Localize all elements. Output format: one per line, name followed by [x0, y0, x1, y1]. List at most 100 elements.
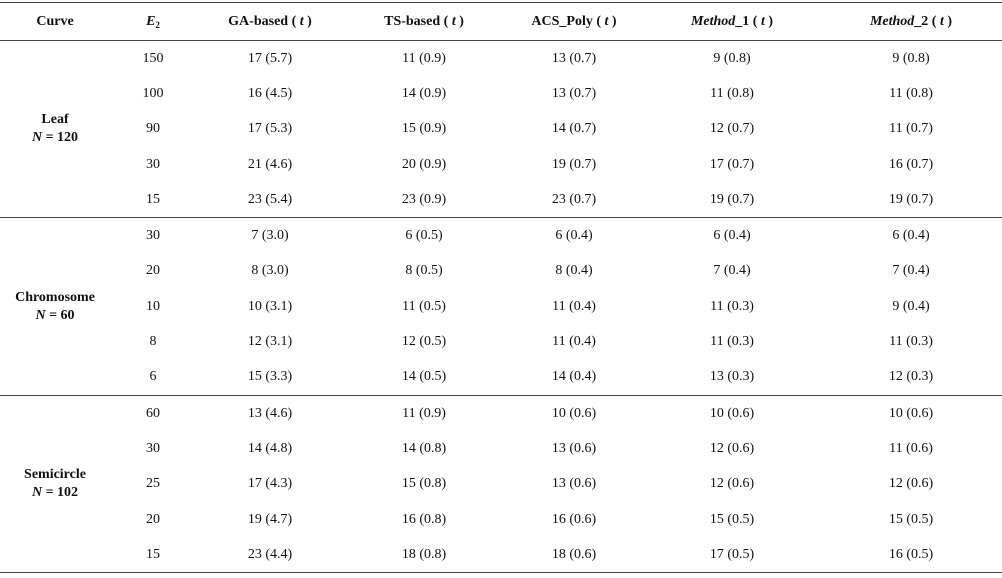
result-cell: 17 (5.7)	[247, 50, 293, 66]
result-cell: 19 (4.7)	[247, 511, 293, 527]
table-row: 20 19 (4.7) 16 (0.8) 16 (0.6) 15 (0.5) 15 (0.…	[0, 502, 1002, 537]
result-cell: 11 (0.9)	[402, 50, 446, 66]
result-cell: 6 (0.5)	[405, 228, 443, 244]
result-cell: 9 (0.4)	[892, 298, 930, 314]
e2-subscript: 2	[155, 19, 160, 30]
result-cell: 11 (0.4)	[552, 298, 596, 314]
e2-value: 20	[146, 263, 160, 279]
e2-value: 15	[110, 537, 196, 574]
e2-value: 30	[146, 440, 160, 456]
result-cell: 11 (0.5)	[402, 298, 446, 314]
result-cell: 17 (0.7)	[709, 156, 755, 172]
result-cell: 11 (0.7)	[889, 121, 933, 137]
result-cell: 16 (0.5)	[820, 537, 1002, 574]
result-cell: 19 (0.7)	[644, 182, 820, 219]
header-e2: E2	[110, 2, 196, 41]
header-method-1: Method_1 ( t )	[644, 2, 820, 41]
table-row: Chromosome N = 60 30 7 (3.0) 6 (0.5) 6 (0.4) 6…	[0, 217, 1002, 396]
result-cell: 13 (0.7)	[551, 85, 597, 101]
table-row: 90 17 (5.3) 15 (0.9) 14 (0.7) 12 (0.7) 11 (0.…	[0, 112, 1002, 147]
result-cell: 9 (0.8)	[892, 50, 930, 66]
curve-sample-size: N = 120	[31, 130, 79, 146]
header-row: Curve E2 GA-based ( t ) TS-based ( t ) A…	[0, 2, 1002, 41]
result-cell: 19 (0.7)	[820, 182, 1002, 219]
header-ts-based: TS-based ( t )	[344, 2, 504, 41]
result-cell: 7 (0.4)	[892, 263, 930, 279]
result-cell: 10 (0.6)	[551, 405, 597, 421]
table-body: Leaf N = 120 150 17 (5.7) 11 (0.9) 13 (0.7) 9 …	[0, 40, 1002, 574]
result-cell: 8 (3.0)	[251, 263, 289, 279]
result-cell: 12 (0.7)	[709, 121, 755, 137]
e2-value: 8	[149, 334, 157, 350]
curve-name: Chromosome	[15, 289, 95, 305]
header-acs-poly: ACS_Poly ( t )	[504, 2, 644, 41]
result-cell: 13 (0.7)	[551, 50, 597, 66]
table-row: 20 8 (3.0) 8 (0.5) 8 (0.4) 7 (0.4) 7 (0.4)	[0, 254, 1002, 289]
table-row: 8 12 (3.1) 12 (0.5) 11 (0.4) 11 (0.3) 11 (0.3…	[0, 324, 1002, 359]
header-ga-based: GA-based ( t )	[196, 2, 344, 41]
result-cell: 13 (0.3)	[644, 359, 820, 396]
result-cell: 14 (0.8)	[401, 440, 447, 456]
result-cell: 10 (0.6)	[888, 405, 934, 421]
result-cell: 16 (0.7)	[888, 156, 934, 172]
e2-value: 20	[146, 511, 160, 527]
result-cell: 14 (4.8)	[247, 440, 293, 456]
header-method-2: Method_2 ( t )	[820, 2, 1002, 41]
result-cell: 6 (0.4)	[713, 228, 751, 244]
result-cell: 23 (5.4)	[196, 182, 344, 219]
curve-name: Leaf	[41, 112, 69, 128]
table-row: 30 21 (4.6) 20 (0.9) 19 (0.7) 17 (0.7) 16 (0.…	[0, 147, 1002, 182]
result-cell: 16 (0.6)	[551, 511, 597, 527]
result-cell: 23 (0.7)	[504, 182, 644, 219]
result-cell: 11 (0.8)	[889, 85, 933, 101]
result-cell: 10 (0.6)	[709, 405, 755, 421]
result-cell: 7 (0.4)	[713, 263, 751, 279]
result-cell: 16 (4.5)	[247, 85, 293, 101]
result-cell: 14 (0.5)	[344, 359, 504, 396]
table-row: 10 10 (3.1) 11 (0.5) 11 (0.4) 11 (0.3) 9 (0.4…	[0, 289, 1002, 324]
table-row: Leaf N = 120 150 17 (5.7) 11 (0.9) 13 (0.7) 9 …	[0, 40, 1002, 219]
e2-value: 30	[146, 156, 160, 172]
result-cell: 12 (0.3)	[820, 359, 1002, 396]
result-cell: 13 (0.6)	[551, 476, 597, 492]
curve-group-label: Semicircle N = 102	[0, 395, 110, 574]
result-cell: 12 (0.6)	[709, 440, 755, 456]
result-cell: 12 (0.5)	[401, 334, 447, 350]
e2-value: 150	[142, 50, 164, 66]
result-cell: 6 (0.4)	[892, 228, 930, 244]
header-curve: Curve	[0, 2, 110, 41]
result-cell: 18 (0.8)	[344, 537, 504, 574]
e2-value: 15	[110, 182, 196, 219]
result-cell: 11 (0.6)	[889, 440, 933, 456]
result-cell: 20 (0.9)	[401, 156, 447, 172]
result-cell: 16 (0.8)	[401, 511, 447, 527]
result-cell: 8 (0.5)	[405, 263, 443, 279]
result-cell: 14 (0.4)	[504, 359, 644, 396]
result-cell: 14 (0.9)	[401, 85, 447, 101]
table-row: 100 16 (4.5) 14 (0.9) 13 (0.7) 11 (0.8) 11 (0…	[0, 76, 1002, 111]
result-cell: 23 (4.4)	[196, 537, 344, 574]
curve-name: Semicircle	[24, 467, 86, 483]
result-cell: 11 (0.3)	[710, 298, 754, 314]
result-cell: 7 (3.0)	[251, 228, 289, 244]
result-cell: 11 (0.3)	[889, 334, 933, 350]
e2-value: 90	[146, 121, 160, 137]
table-row: Semicircle N = 102 60 13 (4.6) 11 (0.9) 10 (0…	[0, 395, 1002, 574]
result-cell: 11 (0.4)	[552, 334, 596, 350]
result-cell: 10 (3.1)	[247, 298, 293, 314]
curve-sample-size: N = 60	[35, 307, 75, 323]
result-cell: 6 (0.4)	[555, 228, 593, 244]
table-row: 15 23 (5.4) 23 (0.9) 23 (0.7) 19 (0.7) 19 (0.…	[0, 182, 1002, 219]
e2-value: 60	[146, 405, 160, 421]
result-cell: 15 (3.3)	[196, 359, 344, 396]
result-cell: 14 (0.7)	[551, 121, 597, 137]
result-cell: 9 (0.8)	[713, 50, 751, 66]
result-cell: 12 (0.6)	[709, 476, 755, 492]
result-cell: 11 (0.3)	[710, 334, 754, 350]
e2-value: 100	[142, 85, 164, 101]
result-cell: 17 (5.3)	[247, 121, 293, 137]
result-cell: 11 (0.9)	[402, 405, 446, 421]
result-cell: 15 (0.8)	[401, 476, 447, 492]
table-row: 6 15 (3.3) 14 (0.5) 14 (0.4) 13 (0.3) 12 (0.3…	[0, 359, 1002, 396]
